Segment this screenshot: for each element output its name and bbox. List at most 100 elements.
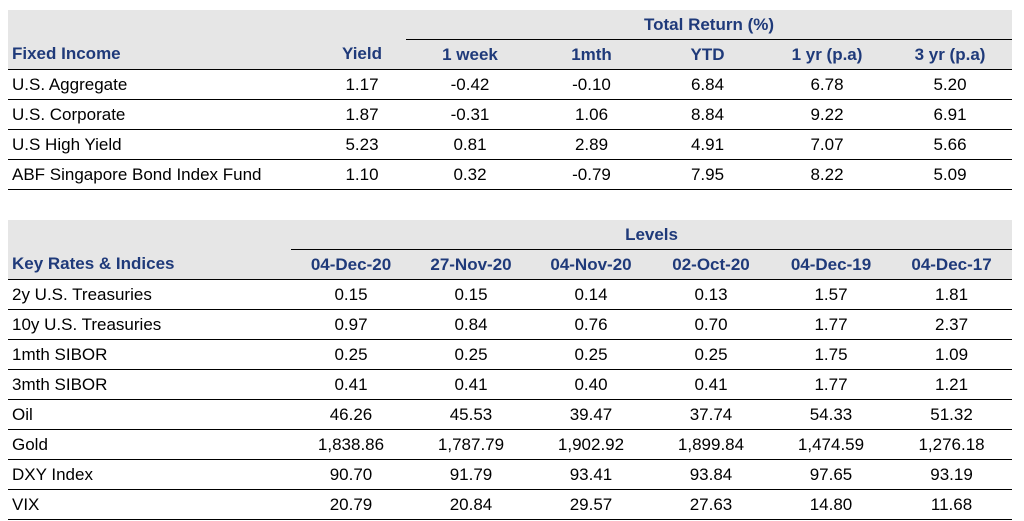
table-cell: 0.13 xyxy=(651,279,771,310)
table-cell: 91.79 xyxy=(411,459,531,490)
column-header: Yield xyxy=(318,39,406,70)
table-cell: 5.66 xyxy=(888,129,1013,160)
row-label: U.S High Yield xyxy=(8,129,318,160)
table-row: 1mth SIBOR 0.25 0.25 0.25 0.25 1.75 1.09 xyxy=(8,339,1013,370)
row-label: U.S. Aggregate xyxy=(8,69,318,100)
table-row: 2y U.S. Treasuries 0.15 0.15 0.14 0.13 1… xyxy=(8,279,1013,310)
table-row: U.S. Aggregate 1.17 -0.42 -0.10 6.84 6.7… xyxy=(8,69,1013,100)
table-cell: 1.77 xyxy=(771,369,891,400)
table-cell: 11.68 xyxy=(891,489,1013,520)
column-header: 1mth xyxy=(534,39,649,70)
table-cell: 1.09 xyxy=(891,339,1013,370)
table-cell: -0.42 xyxy=(406,69,534,100)
table-cell: 37.74 xyxy=(651,399,771,430)
table-cell: 0.25 xyxy=(531,339,651,370)
table-cell: 93.41 xyxy=(531,459,651,490)
column-header: 04-Dec-17 xyxy=(891,249,1013,280)
table-cell: 0.25 xyxy=(411,339,531,370)
table-cell: 0.84 xyxy=(411,309,531,340)
table-cell: 4.91 xyxy=(649,129,766,160)
table-cell: 0.40 xyxy=(531,369,651,400)
table-cell: 0.81 xyxy=(406,129,534,160)
table-row: 3mth SIBOR 0.41 0.41 0.40 0.41 1.77 1.21 xyxy=(8,369,1013,400)
group-header-row: Levels xyxy=(8,220,1013,250)
column-header: Fixed Income xyxy=(8,39,318,70)
table-cell: -0.10 xyxy=(534,69,649,100)
key-rates-table: Levels Key Rates & Indices 04-Dec-20 27-… xyxy=(8,220,1013,520)
table-cell: 1,902.92 xyxy=(531,429,651,460)
table-cell: 0.25 xyxy=(651,339,771,370)
table-row: ABF Singapore Bond Index Fund 1.10 0.32 … xyxy=(8,159,1013,190)
blank-header-cell xyxy=(318,10,406,40)
table-cell: 1.75 xyxy=(771,339,891,370)
table-cell: 8.84 xyxy=(649,99,766,130)
column-header: Key Rates & Indices xyxy=(8,249,291,280)
table-cell: 1.21 xyxy=(891,369,1013,400)
table-cell: 5.09 xyxy=(888,159,1013,190)
table-cell: 1.81 xyxy=(891,279,1013,310)
table-cell: 5.20 xyxy=(888,69,1013,100)
column-header-row: Fixed Income Yield 1 week 1mth YTD 1 yr … xyxy=(8,39,1013,70)
blank-header-cell xyxy=(8,220,291,250)
table-cell: 1.77 xyxy=(771,309,891,340)
table-cell: 1,276.18 xyxy=(891,429,1013,460)
row-label: Gold xyxy=(8,429,291,460)
column-header: 3 yr (p.a) xyxy=(888,39,1013,70)
table-cell: -0.31 xyxy=(406,99,534,130)
table-cell: 0.41 xyxy=(411,369,531,400)
column-header-row: Key Rates & Indices 04-Dec-20 27-Nov-20 … xyxy=(8,249,1013,280)
levels-group-header: Levels xyxy=(291,220,1013,250)
group-header-row: Total Return (%) xyxy=(8,10,1013,40)
table-cell: 20.84 xyxy=(411,489,531,520)
table-cell: 46.26 xyxy=(291,399,411,430)
table-cell: 54.33 xyxy=(771,399,891,430)
table-cell: -0.79 xyxy=(534,159,649,190)
table-cell: 9.22 xyxy=(766,99,888,130)
table-cell: 14.80 xyxy=(771,489,891,520)
table-cell: 1,899.84 xyxy=(651,429,771,460)
table-cell: 97.65 xyxy=(771,459,891,490)
column-header: YTD xyxy=(649,39,766,70)
row-label: 3mth SIBOR xyxy=(8,369,291,400)
table-cell: 0.32 xyxy=(406,159,534,190)
table-cell: 1.10 xyxy=(318,159,406,190)
table-cell: 2.37 xyxy=(891,309,1013,340)
row-label: DXY Index xyxy=(8,459,291,490)
table-cell: 8.22 xyxy=(766,159,888,190)
table-cell: 39.47 xyxy=(531,399,651,430)
table-cell: 0.14 xyxy=(531,279,651,310)
table-cell: 1,787.79 xyxy=(411,429,531,460)
column-header: 27-Nov-20 xyxy=(411,249,531,280)
total-return-group-header: Total Return (%) xyxy=(406,10,1013,40)
table-cell: 1.57 xyxy=(771,279,891,310)
table-cell: 93.84 xyxy=(651,459,771,490)
table-cell: 51.32 xyxy=(891,399,1013,430)
table-cell: 0.15 xyxy=(411,279,531,310)
table-cell: 5.23 xyxy=(318,129,406,160)
table-row: U.S. Corporate 1.87 -0.31 1.06 8.84 9.22… xyxy=(8,99,1013,130)
table-cell: 0.25 xyxy=(291,339,411,370)
table-cell: 1,838.86 xyxy=(291,429,411,460)
table-cell: 93.19 xyxy=(891,459,1013,490)
table-spacer xyxy=(8,190,1012,220)
table-cell: 1.87 xyxy=(318,99,406,130)
table-cell: 1,474.59 xyxy=(771,429,891,460)
table-cell: 45.53 xyxy=(411,399,531,430)
table-cell: 6.91 xyxy=(888,99,1013,130)
table-row: DXY Index 90.70 91.79 93.41 93.84 97.65 … xyxy=(8,459,1013,490)
fixed-income-table: Total Return (%) Fixed Income Yield 1 we… xyxy=(8,10,1013,190)
table-cell: 0.70 xyxy=(651,309,771,340)
table-cell: 7.07 xyxy=(766,129,888,160)
table-cell: 1.17 xyxy=(318,69,406,100)
column-header: 04-Nov-20 xyxy=(531,249,651,280)
tables-container: Total Return (%) Fixed Income Yield 1 we… xyxy=(8,10,1013,520)
table-cell: 1.06 xyxy=(534,99,649,130)
table-cell: 27.63 xyxy=(651,489,771,520)
table-cell: 0.41 xyxy=(291,369,411,400)
table-cell: 6.84 xyxy=(649,69,766,100)
table-cell: 2.89 xyxy=(534,129,649,160)
column-header: 1 yr (p.a) xyxy=(766,39,888,70)
row-label: ABF Singapore Bond Index Fund xyxy=(8,159,318,190)
row-label: 10y U.S. Treasuries xyxy=(8,309,291,340)
table-row: Oil 46.26 45.53 39.47 37.74 54.33 51.32 xyxy=(8,399,1013,430)
